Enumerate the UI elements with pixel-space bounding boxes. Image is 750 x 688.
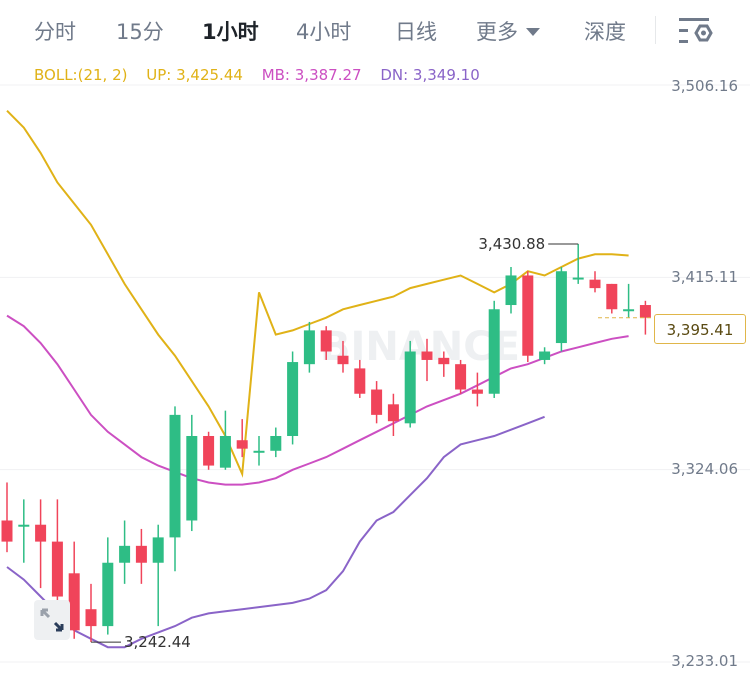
expand-chart-button[interactable] xyxy=(34,600,70,640)
min-price-label: 3,242.44 xyxy=(124,633,191,651)
tab-4h[interactable]: 4小时 xyxy=(296,20,352,44)
candle-body xyxy=(303,330,315,365)
candle-body xyxy=(505,275,517,306)
candle-body xyxy=(152,537,164,563)
candle-body xyxy=(539,351,551,360)
candle-body xyxy=(51,541,63,597)
boll-up-value: UP: 3,425.44 xyxy=(146,66,243,84)
price-axis-tick: 3,324.06 xyxy=(671,460,738,478)
candle-body xyxy=(135,545,147,563)
candle-body xyxy=(639,305,651,318)
boll-indicator-legend: BOLL:(21, 2) UP: 3,425.44 MB: 3,387.27 D… xyxy=(34,66,494,84)
tab-divider xyxy=(655,16,656,44)
candle-body xyxy=(1,520,13,542)
boll-middle-band xyxy=(6,314,629,486)
candle-body xyxy=(253,450,265,453)
candle-body xyxy=(606,283,618,310)
tab-time-share[interactable]: 分时 xyxy=(34,20,76,44)
boll-upper-band xyxy=(6,109,629,478)
chart-settings-icon[interactable] xyxy=(676,14,714,48)
candle-body xyxy=(455,364,467,390)
candle-body xyxy=(589,279,601,289)
tab-daily[interactable]: 日线 xyxy=(395,20,437,44)
candle-body xyxy=(488,309,500,394)
candle-body xyxy=(320,330,332,352)
candle-body xyxy=(421,351,433,360)
price-axis-tick: 3,415.11 xyxy=(671,268,738,286)
timeframe-tabs: 分时 15分 1小时 4小时 日线 更多 深度 xyxy=(0,0,750,62)
candle-body xyxy=(623,309,635,312)
candle-body xyxy=(387,404,399,422)
candle-body xyxy=(438,357,450,365)
boll-params: BOLL:(21, 2) xyxy=(34,66,128,84)
binance-watermark: BINANCE xyxy=(320,324,520,370)
candle-body xyxy=(85,609,97,627)
candle-body xyxy=(371,389,383,415)
candle-body xyxy=(555,271,567,344)
candle-body xyxy=(203,435,215,466)
candle-body xyxy=(404,351,416,424)
candle-body xyxy=(68,573,80,631)
candle-body xyxy=(219,435,231,468)
candle-body xyxy=(471,389,483,394)
caret-down-icon xyxy=(526,28,540,36)
candle-body xyxy=(337,355,349,365)
candle-body xyxy=(522,275,534,356)
last-price-tag: 3,395.41 xyxy=(654,314,746,344)
tab-more-label: 更多 xyxy=(476,20,518,44)
candle-body xyxy=(35,524,47,542)
price-axis-tick: 3,506.16 xyxy=(671,77,738,95)
boll-dn-value: DN: 3,349.10 xyxy=(380,66,480,84)
candle-body xyxy=(572,277,584,280)
max-price-label: 3,430.88 xyxy=(478,235,545,253)
price-axis-tick: 3,233.01 xyxy=(671,652,738,670)
candle-body xyxy=(119,545,131,563)
candle-body xyxy=(169,414,181,538)
candle-body xyxy=(18,524,30,527)
tab-1h[interactable]: 1小时 xyxy=(202,20,259,44)
tab-depth[interactable]: 深度 xyxy=(584,20,626,44)
candle-body xyxy=(270,435,282,451)
candle-body xyxy=(102,562,114,627)
boll-mb-value: MB: 3,387.27 xyxy=(261,66,362,84)
tab-more[interactable]: 更多 xyxy=(476,16,540,46)
candle-body xyxy=(287,362,299,436)
expand-arrows-icon xyxy=(40,608,64,632)
candle-body xyxy=(236,440,248,449)
candle-body xyxy=(186,435,198,521)
candle-body xyxy=(354,368,366,394)
tab-15m[interactable]: 15分 xyxy=(116,20,164,44)
